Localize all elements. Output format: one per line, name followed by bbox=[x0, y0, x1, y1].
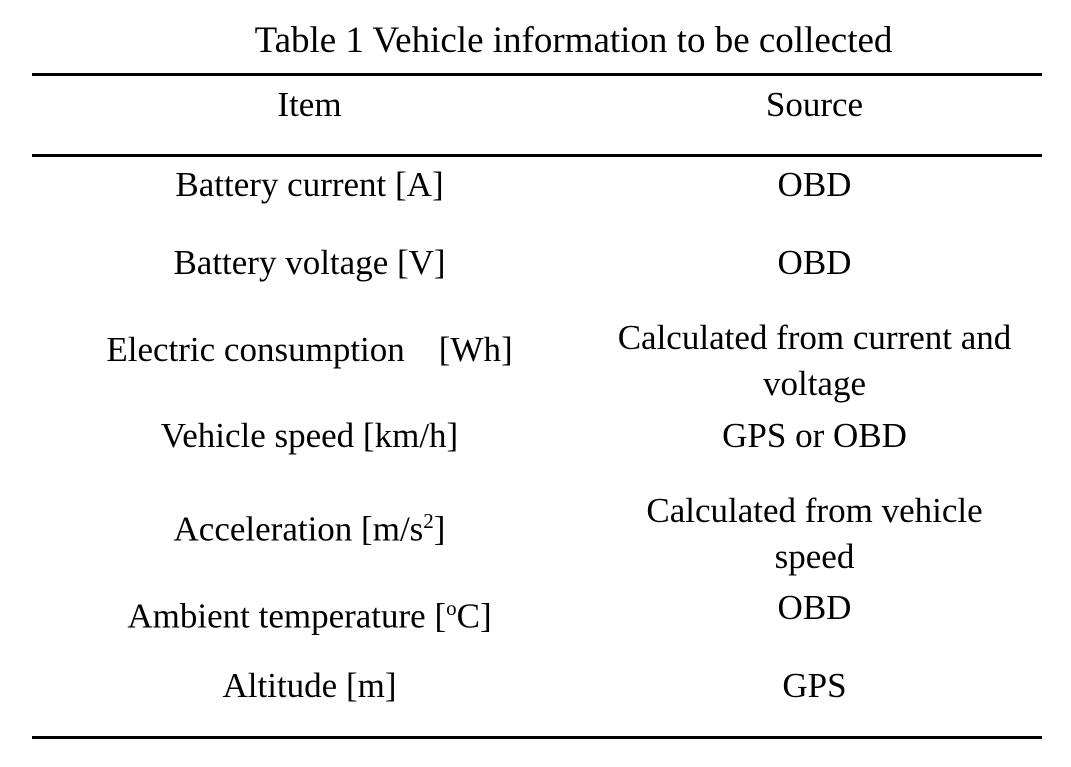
source-cell: OBD bbox=[777, 165, 852, 204]
item-cell: Altitude [m] bbox=[222, 666, 397, 705]
item-cell: Battery current [A] bbox=[175, 165, 444, 204]
item-label-end: C] bbox=[456, 596, 492, 636]
item-cell: Acceleration [m/s2] bbox=[32, 498, 587, 553]
table-caption: Table 1 Vehicle information to be collec… bbox=[254, 20, 893, 61]
source-cell: Calculated from vehicle speed bbox=[587, 488, 1042, 580]
unit-label: [Wh] bbox=[438, 330, 513, 369]
source-cell: OBD bbox=[777, 243, 852, 282]
source-cell: OBD bbox=[777, 588, 852, 627]
source-text: Calculated from vehicle speed bbox=[646, 491, 983, 576]
item-cell: Vehicle speed [km/h] bbox=[160, 416, 459, 455]
superscript: 2 bbox=[423, 509, 434, 533]
superscript: o bbox=[446, 596, 457, 620]
item-label: Acceleration [m/s bbox=[173, 509, 424, 549]
top-rule bbox=[32, 73, 1042, 76]
header-item: Item bbox=[277, 85, 342, 124]
item-label: Ambient temperature [ bbox=[127, 596, 447, 636]
item-label: Electric consumption bbox=[106, 330, 405, 369]
item-cell: Electric consumption [Wh] bbox=[32, 327, 587, 373]
header-rule bbox=[32, 154, 1042, 157]
header-source: Source bbox=[765, 85, 864, 124]
source-text: Calculated from current and voltage bbox=[617, 318, 1012, 403]
item-cell: Battery voltage [V] bbox=[173, 243, 446, 282]
source-cell: GPS or OBD bbox=[722, 416, 907, 455]
bottom-rule bbox=[32, 736, 1042, 739]
item-label-end: ] bbox=[433, 509, 446, 549]
source-cell: Calculated from current and voltage bbox=[587, 315, 1042, 407]
item-cell: Ambient temperature [oC] bbox=[32, 585, 587, 640]
source-cell: GPS bbox=[782, 666, 847, 705]
